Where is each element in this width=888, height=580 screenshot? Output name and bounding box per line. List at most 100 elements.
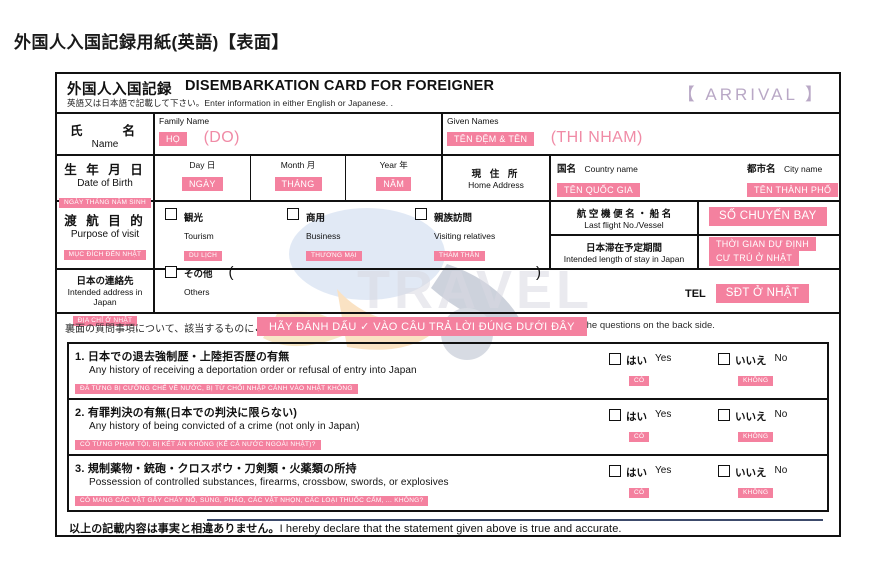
tel-label: TEL xyxy=(685,287,706,300)
q2-yes-vi-badge: CÓ xyxy=(629,431,650,442)
country-name-field[interactable]: 国名 Country name TÊN QUỐC GIA xyxy=(557,159,747,198)
question-3-yes[interactable]: はい Yes CÓ xyxy=(609,465,718,499)
checkbox-q3-no-icon[interactable] xyxy=(718,465,730,477)
q1-no-vi-badge: KHÔNG xyxy=(738,375,774,386)
questions-box: 1. 日本での退去強制歴・上陸拒否歴の有無 Any history of rec… xyxy=(67,342,829,512)
disembarkation-card: TRAVEL 外国人入国記録 DISEMBARKATION CARD FOR F… xyxy=(55,72,841,537)
purpose-relatives-vi-badge: THĂM THÂN xyxy=(434,250,485,261)
checkbox-tourism-icon[interactable] xyxy=(165,208,177,220)
family-name-vi-badge: HỌ xyxy=(159,132,188,147)
checkbox-q2-yes-icon[interactable] xyxy=(609,409,621,421)
q3-no-en: No xyxy=(774,465,788,476)
q3-yes-jp: はい xyxy=(626,467,647,479)
country-label-jp: 国名 xyxy=(557,164,577,175)
question-1-num: 1. xyxy=(75,351,85,363)
q1-no-en: No xyxy=(774,353,788,364)
checkbox-q1-yes-icon[interactable] xyxy=(609,353,621,365)
question-3-vi-badge: CÓ MANG CÁC VẬT GÂY CHÁY NỔ, SÚNG, PHÁO,… xyxy=(75,495,429,506)
purpose-option-relatives[interactable]: 親族訪問 Visiting relatives THĂM THÂN xyxy=(415,208,549,262)
purpose-business-vi-badge: THƯƠNG MẠI xyxy=(306,250,362,261)
checkbox-relatives-icon[interactable] xyxy=(415,208,427,220)
declaration-section: 以上の記載内容は事実と相違ありません。I hereby declare that… xyxy=(57,512,839,535)
dob-day-field[interactable]: Day 日 NGÀY xyxy=(155,156,251,200)
purpose-option-business[interactable]: 商用 Business THƯƠNG MẠI xyxy=(287,208,415,262)
purpose-option-others[interactable]: その他 Others xyxy=(184,264,213,300)
flight-value-field[interactable]: SỐ CHUYẾN BAY xyxy=(699,202,839,234)
dob-inputs: Day 日 NGÀY Month 月 THÁNG Year 年 NĂM xyxy=(155,156,443,200)
checkbox-others-icon[interactable] xyxy=(165,266,177,278)
purpose-options: 観光 Tourism DU LỊCH 商用 Business THƯƠNG MẠ… xyxy=(155,202,551,297)
question-2-jp: 有罪判決の有無(日本での判決に限らない) xyxy=(87,407,298,419)
checkbox-business-icon[interactable] xyxy=(287,208,299,220)
purpose-business-jp: 商用 xyxy=(306,213,326,224)
q2-no-vi-badge: KHÔNG xyxy=(738,431,774,442)
address-label-en: Intended address in Japan xyxy=(67,287,143,307)
instructions-strip: 裏面の質問事項について、該当するものに✓を記入して下さい。 Check the … xyxy=(57,314,839,342)
given-names-vi-badge: TÊN ĐỆM & TÊN xyxy=(447,132,535,147)
address-input-area[interactable]: TEL SĐT Ở NHẬT xyxy=(155,270,839,312)
name-row: 氏 名 Name Family Name HỌ (DO) Given Names… xyxy=(57,114,839,156)
question-3-en: Possession of controlled substances, fir… xyxy=(89,477,449,488)
q2-no-jp: いいえ xyxy=(735,411,767,423)
question-3-num: 3. xyxy=(75,463,85,475)
purpose-label-en: Purpose of visit xyxy=(70,229,140,240)
q3-yes-vi-badge: CÓ xyxy=(629,487,650,498)
card-title-jp: 外国人入国記録 xyxy=(67,82,172,98)
checkbox-q3-yes-icon[interactable] xyxy=(609,465,621,477)
question-2-yes[interactable]: はい Yes CÓ xyxy=(609,409,718,443)
dob-month-field[interactable]: Month 月 THÁNG xyxy=(251,156,347,200)
given-names-label: Given Names xyxy=(447,116,499,126)
question-1-jp: 日本での退去強制歴・上陸拒否歴の有無 xyxy=(87,351,290,363)
city-label-jp: 都市名 xyxy=(747,164,776,175)
watermark-text: TRAVEL xyxy=(357,260,593,320)
stay-label-jp: 日本滞在予定期間 xyxy=(585,243,662,254)
question-2-answers: はい Yes CÓ いいえ No KHÔNG xyxy=(609,400,827,454)
purpose-row: 渡 航 目 的 Purpose of visit MỤC ĐÍCH ĐẾN NH… xyxy=(57,202,839,297)
question-2-no[interactable]: いいえ No KHÔNG xyxy=(718,409,827,443)
country-vi-badge: TÊN QUỐC GIA xyxy=(557,183,641,198)
city-name-field[interactable]: 都市名 City name TÊN THÀNH PHỐ xyxy=(747,159,839,198)
purpose-business-en: Business xyxy=(306,231,341,241)
question-3-jp: 規制薬物・銃砲・クロスボウ・刀剣類・火薬類の所持 xyxy=(87,463,357,475)
family-name-value: (DO) xyxy=(203,129,240,146)
arrival-stamp: 【 ARRIVAL 】 xyxy=(677,85,825,104)
dob-year-vi-badge: NĂM xyxy=(376,177,412,192)
question-2-num: 2. xyxy=(75,407,85,419)
purpose-option-tourism[interactable]: 観光 Tourism DU LỊCH xyxy=(165,208,287,262)
question-2-vi-badge: CÓ TỪNG PHẠM TỘI, BỊ KẾT ÁN KHÔNG (KỂ CẢ… xyxy=(75,439,321,450)
purpose-others-paren-close: ) xyxy=(536,264,541,281)
question-1-no[interactable]: いいえ No KHÔNG xyxy=(718,353,827,387)
card-title-en: DISEMBARKATION CARD FOR FOREIGNER xyxy=(185,78,495,94)
card-subtitle: 英語又は日本語で記載して下さい。Enter information in eit… xyxy=(67,98,394,108)
purpose-label-cell: 渡 航 目 的 Purpose of visit MỤC ĐÍCH ĐẾN NH… xyxy=(57,202,155,268)
stay-label-en: Intended length of stay in Japan xyxy=(563,254,685,264)
q1-yes-en: Yes xyxy=(655,353,672,364)
given-names-field[interactable]: Given Names TÊN ĐỆM & TÊN (THI NHAM) xyxy=(443,114,839,154)
checkbox-q1-no-icon[interactable] xyxy=(718,353,730,365)
dob-label-cell: 生 年 月 日 Date of Birth NGÀY THÁNG NĂM SIN… xyxy=(57,156,155,208)
dob-day-vi-badge: NGÀY xyxy=(181,177,223,192)
q1-yes-jp: はい xyxy=(626,355,647,367)
purpose-others-jp: その他 xyxy=(184,269,213,280)
tel-vi-badge: SĐT Ở NHẬT xyxy=(715,284,810,304)
question-1-vi-badge: ĐÃ TỪNG BỊ CƯỠNG CHẾ VỀ NƯỚC, BỊ TỪ CHỐI… xyxy=(75,383,358,394)
question-1-yes[interactable]: はい Yes CÓ xyxy=(609,353,718,387)
q1-yes-vi-badge: CÓ xyxy=(629,375,650,386)
question-1-en: Any history of receiving a deportation o… xyxy=(89,365,417,376)
name-label-jp: 氏 名 xyxy=(69,124,140,138)
dob-day-label: Day 日 xyxy=(189,160,216,170)
address-label-cell: 日本の連絡先 Intended address in Japan ĐỊA CHỈ… xyxy=(57,270,155,326)
question-3-no[interactable]: いいえ No KHÔNG xyxy=(718,465,827,499)
question-3-answers: はい Yes CÓ いいえ No KHÔNG xyxy=(609,456,827,510)
question-row-2: 2. 有罪判決の有無(日本での判決に限らない) Any history of b… xyxy=(69,400,827,456)
flight-stay-cell: 航 空 機 便 名 ・ 船 名 Last flight No./Vessel S… xyxy=(551,202,839,270)
dob-year-field[interactable]: Year 年 NĂM xyxy=(346,156,441,200)
city-label-en: City name xyxy=(783,164,823,174)
stay-value-field[interactable]: THỜI GIAN DỰ ĐỊNH CƯ TRÚ Ở NHẬT xyxy=(699,236,839,270)
family-name-field[interactable]: Family Name HỌ (DO) xyxy=(155,114,443,154)
purpose-tourism-vi-badge: DU LỊCH xyxy=(184,250,223,261)
flight-row: 航 空 機 便 名 ・ 船 名 Last flight No./Vessel S… xyxy=(551,202,839,236)
q3-yes-en: Yes xyxy=(655,465,672,476)
purpose-tourism-en: Tourism xyxy=(184,231,214,241)
checkbox-q2-no-icon[interactable] xyxy=(718,409,730,421)
